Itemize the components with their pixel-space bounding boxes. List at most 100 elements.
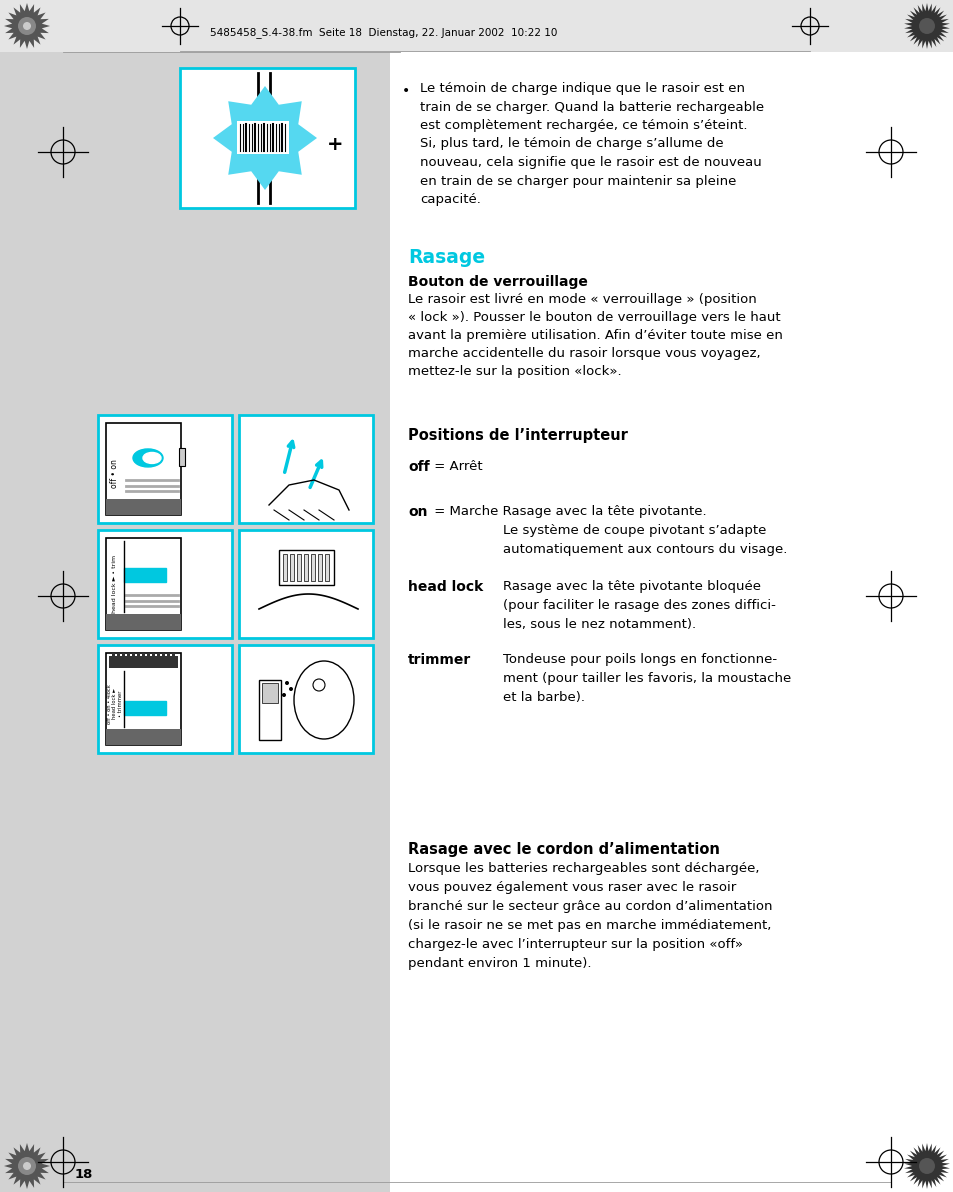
Bar bbox=[132, 653, 135, 658]
Text: trimmer: trimmer bbox=[408, 653, 471, 668]
Text: train de se charger. Quand la batterie rechargeable: train de se charger. Quand la batterie r… bbox=[419, 100, 763, 113]
Text: Le témoin de charge indique que le rasoir est en: Le témoin de charge indique que le rasoi… bbox=[419, 82, 744, 95]
Bar bbox=[112, 653, 115, 658]
Text: (pour faciliter le rasage des zones diffici-: (pour faciliter le rasage des zones diff… bbox=[502, 600, 775, 611]
Text: Bouton de verrouillage: Bouton de verrouillage bbox=[408, 275, 587, 288]
Bar bbox=[317, 554, 322, 581]
Text: automatiquement aux contours du visage.: automatiquement aux contours du visage. bbox=[502, 544, 786, 555]
Bar bbox=[162, 653, 165, 658]
Text: on: on bbox=[408, 505, 427, 519]
Polygon shape bbox=[4, 4, 50, 49]
Circle shape bbox=[282, 693, 286, 697]
Bar bbox=[262, 683, 277, 703]
Text: est complètement rechargée, ce témoin s’éteint.: est complètement rechargée, ce témoin s’… bbox=[419, 119, 747, 132]
Bar bbox=[239, 530, 373, 638]
Text: Si, plus tard, le témoin de charge s’allume de: Si, plus tard, le témoin de charge s’all… bbox=[419, 137, 723, 150]
Bar bbox=[390, 0, 953, 1192]
Bar bbox=[106, 614, 181, 631]
Text: Lorsque les batteries rechargeables sont déchargée,: Lorsque les batteries rechargeables sont… bbox=[408, 862, 759, 875]
Ellipse shape bbox=[294, 662, 354, 739]
Text: et la barbe).: et la barbe). bbox=[502, 691, 584, 704]
Bar bbox=[142, 653, 145, 658]
Bar bbox=[127, 653, 130, 658]
Text: ment (pour tailler les favoris, la moustache: ment (pour tailler les favoris, la moust… bbox=[502, 672, 790, 685]
Ellipse shape bbox=[132, 449, 163, 467]
Bar bbox=[325, 554, 329, 581]
Text: mettez-le sur la position «lock».: mettez-le sur la position «lock». bbox=[408, 365, 621, 378]
Bar bbox=[109, 656, 178, 668]
Text: capacité.: capacité. bbox=[419, 193, 480, 206]
Text: (si le rasoir ne se met pas en marche immédiatement,: (si le rasoir ne se met pas en marche im… bbox=[408, 919, 771, 932]
Text: Le système de coupe pivotant s’adapte: Le système de coupe pivotant s’adapte bbox=[502, 524, 765, 538]
Circle shape bbox=[18, 17, 36, 35]
Text: head lock: head lock bbox=[408, 581, 483, 594]
Circle shape bbox=[289, 687, 293, 691]
Bar bbox=[117, 653, 120, 658]
Bar bbox=[236, 122, 289, 154]
Bar bbox=[98, 415, 232, 523]
Bar bbox=[152, 653, 154, 658]
Text: = Marche Rasage avec la tête pivotante.: = Marche Rasage avec la tête pivotante. bbox=[430, 505, 706, 519]
Text: Rasage: Rasage bbox=[408, 248, 485, 267]
Polygon shape bbox=[4, 1143, 50, 1188]
Bar bbox=[106, 538, 181, 631]
Bar bbox=[290, 554, 294, 581]
Text: branché sur le secteur grâce au cordon d’alimentation: branché sur le secteur grâce au cordon d… bbox=[408, 900, 772, 913]
Polygon shape bbox=[213, 86, 316, 190]
Bar bbox=[239, 645, 373, 753]
Text: « lock »). Pousser le bouton de verrouillage vers le haut: « lock »). Pousser le bouton de verrouil… bbox=[408, 311, 780, 324]
Text: Rasage avec la tête pivotante bloquée: Rasage avec la tête pivotante bloquée bbox=[502, 581, 760, 592]
Circle shape bbox=[918, 1157, 934, 1174]
Text: Le rasoir est livré en mode « verrouillage » (position: Le rasoir est livré en mode « verrouilla… bbox=[408, 293, 756, 306]
Text: off • on • 4lock
head lock ►
• trimmer: off • on • 4lock head lock ► • trimmer bbox=[107, 684, 123, 724]
Text: •: • bbox=[401, 83, 410, 98]
Text: chargez-le avec l’interrupteur sur la position «off»: chargez-le avec l’interrupteur sur la po… bbox=[408, 938, 742, 951]
Text: marche accidentelle du rasoir lorsque vous voyagez,: marche accidentelle du rasoir lorsque vo… bbox=[408, 347, 760, 360]
Bar bbox=[98, 645, 232, 753]
Text: 5485458_S.4-38.fm  Seite 18  Dienstag, 22. Januar 2002  10:22 10: 5485458_S.4-38.fm Seite 18 Dienstag, 22.… bbox=[210, 27, 557, 38]
Text: 18: 18 bbox=[75, 1168, 93, 1181]
Text: nouveau, cela signifie que le rasoir est de nouveau: nouveau, cela signifie que le rasoir est… bbox=[419, 156, 760, 169]
Bar bbox=[106, 730, 181, 745]
Bar bbox=[0, 0, 953, 52]
Bar bbox=[124, 569, 166, 583]
Bar bbox=[137, 653, 140, 658]
Text: off: off bbox=[408, 460, 429, 474]
Text: +: + bbox=[327, 135, 343, 154]
Text: Rasage avec le cordon d’alimentation: Rasage avec le cordon d’alimentation bbox=[408, 842, 720, 857]
Bar bbox=[157, 653, 160, 658]
Bar bbox=[180, 68, 355, 207]
Circle shape bbox=[23, 1162, 30, 1171]
Text: Tondeuse pour poils longs en fonctionne-: Tondeuse pour poils longs en fonctionne- bbox=[502, 653, 777, 666]
Circle shape bbox=[918, 18, 934, 35]
Bar bbox=[278, 550, 334, 585]
Bar bbox=[283, 554, 287, 581]
Bar bbox=[179, 448, 185, 466]
Bar bbox=[239, 415, 373, 523]
Bar bbox=[311, 554, 314, 581]
Ellipse shape bbox=[143, 453, 161, 464]
Text: en train de se charger pour maintenir sa pleine: en train de se charger pour maintenir sa… bbox=[419, 174, 736, 187]
Text: = Arrêt: = Arrêt bbox=[430, 460, 482, 473]
Bar bbox=[172, 653, 174, 658]
Text: head lock ► • trim: head lock ► • trim bbox=[112, 555, 117, 613]
Text: les, sous le nez notamment).: les, sous le nez notamment). bbox=[502, 617, 696, 631]
Bar bbox=[258, 679, 281, 740]
Circle shape bbox=[23, 21, 30, 30]
Bar bbox=[106, 499, 181, 515]
Bar bbox=[296, 554, 301, 581]
Polygon shape bbox=[903, 1143, 949, 1188]
Text: off • on: off • on bbox=[111, 459, 119, 488]
Bar bbox=[98, 530, 232, 638]
Text: Positions de l’interrupteur: Positions de l’interrupteur bbox=[408, 428, 627, 443]
Text: vous pouvez également vous raser avec le rasoir: vous pouvez également vous raser avec le… bbox=[408, 881, 736, 894]
Bar bbox=[167, 653, 170, 658]
Bar bbox=[122, 653, 125, 658]
Polygon shape bbox=[903, 4, 949, 49]
Bar bbox=[147, 653, 150, 658]
Text: avant la première utilisation. Afin d’éviter toute mise en: avant la première utilisation. Afin d’év… bbox=[408, 329, 782, 342]
Circle shape bbox=[313, 679, 325, 691]
Circle shape bbox=[18, 1157, 36, 1175]
Bar bbox=[0, 0, 390, 1192]
Bar bbox=[106, 423, 181, 515]
